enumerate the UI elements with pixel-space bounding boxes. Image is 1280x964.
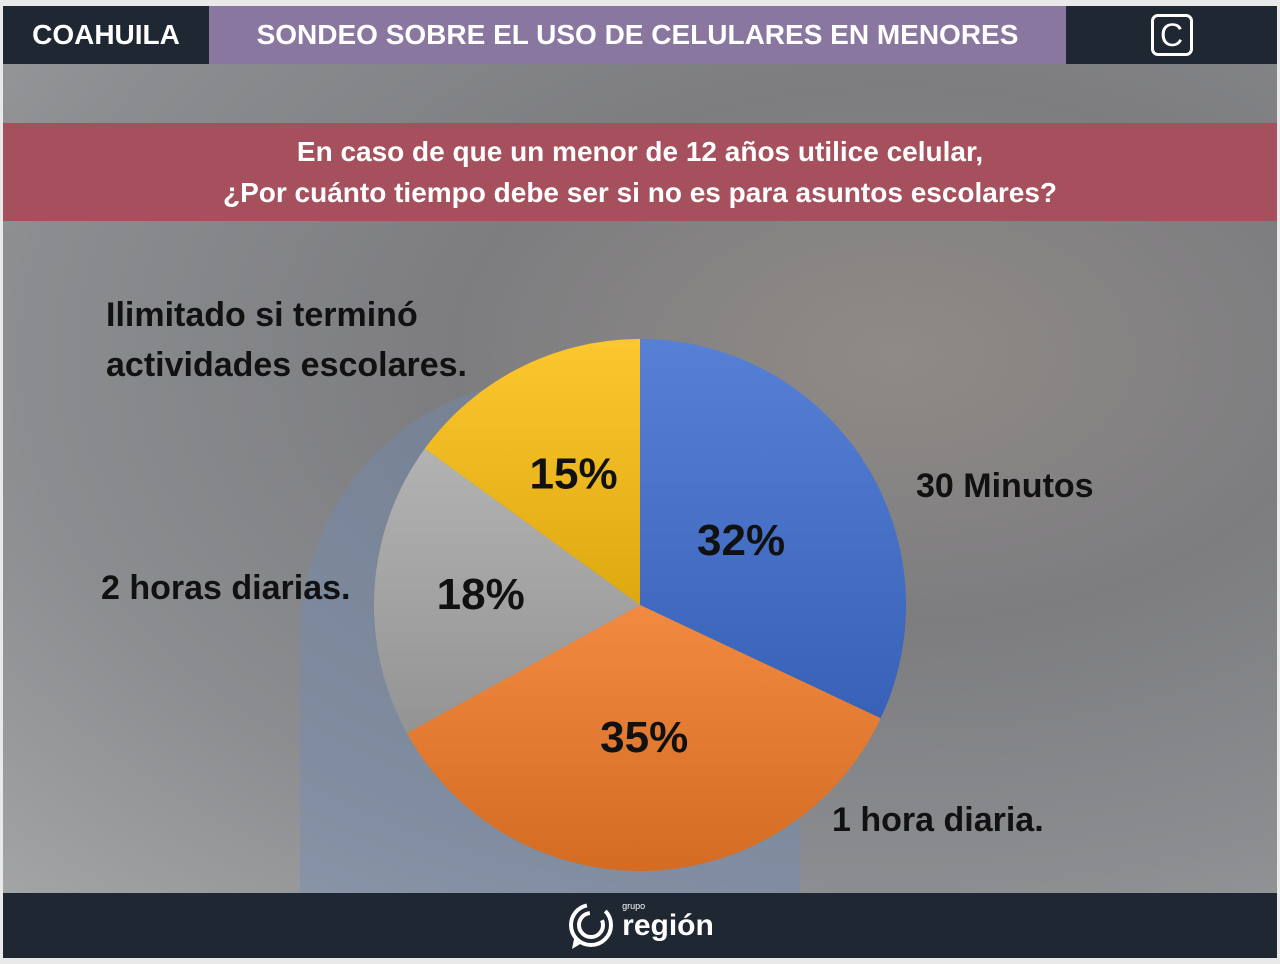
- c-square-icon: C: [1150, 14, 1193, 56]
- legend-label-30-minutos: 30 Minutos: [916, 467, 1094, 505]
- footer: grupo región: [3, 893, 1277, 958]
- brand-text: región: [622, 908, 714, 942]
- brand-small: grupo: [622, 900, 646, 911]
- question-banner: En caso de que un menor de 12 años utili…: [3, 123, 1277, 221]
- brand-name: grupo región: [622, 901, 714, 943]
- page-title: SONDEO SOBRE EL USO DE CELULARES EN MENO…: [209, 6, 1066, 64]
- data-label-4: 15%: [530, 450, 618, 499]
- header-logo: C: [1066, 6, 1277, 64]
- legend-label-ilimitado: Ilimitado si terminó actividades escolar…: [106, 296, 468, 384]
- question-line-1: En caso de que un menor de 12 años utili…: [296, 136, 984, 167]
- pie-slice-shade-3: [374, 448, 640, 734]
- legend-label-1-hora: 1 hora diaria.: [832, 801, 1044, 839]
- grupo-region-logo-icon: [569, 902, 614, 949]
- region-label: COAHUILA: [3, 6, 209, 64]
- data-label-3: 18%: [437, 570, 525, 619]
- pie-slice-shade-1: [640, 339, 907, 719]
- legend-label-2-horas: 2 horas diarias.: [101, 569, 351, 607]
- question-line-2: ¿Por cuánto tiempo debe ser si no es par…: [222, 177, 1058, 208]
- pie-slice-shade-4: [424, 339, 640, 605]
- data-label-1: 32%: [697, 516, 785, 565]
- data-label-2: 35%: [600, 713, 688, 762]
- pie-slice-shade-2: [406, 605, 881, 872]
